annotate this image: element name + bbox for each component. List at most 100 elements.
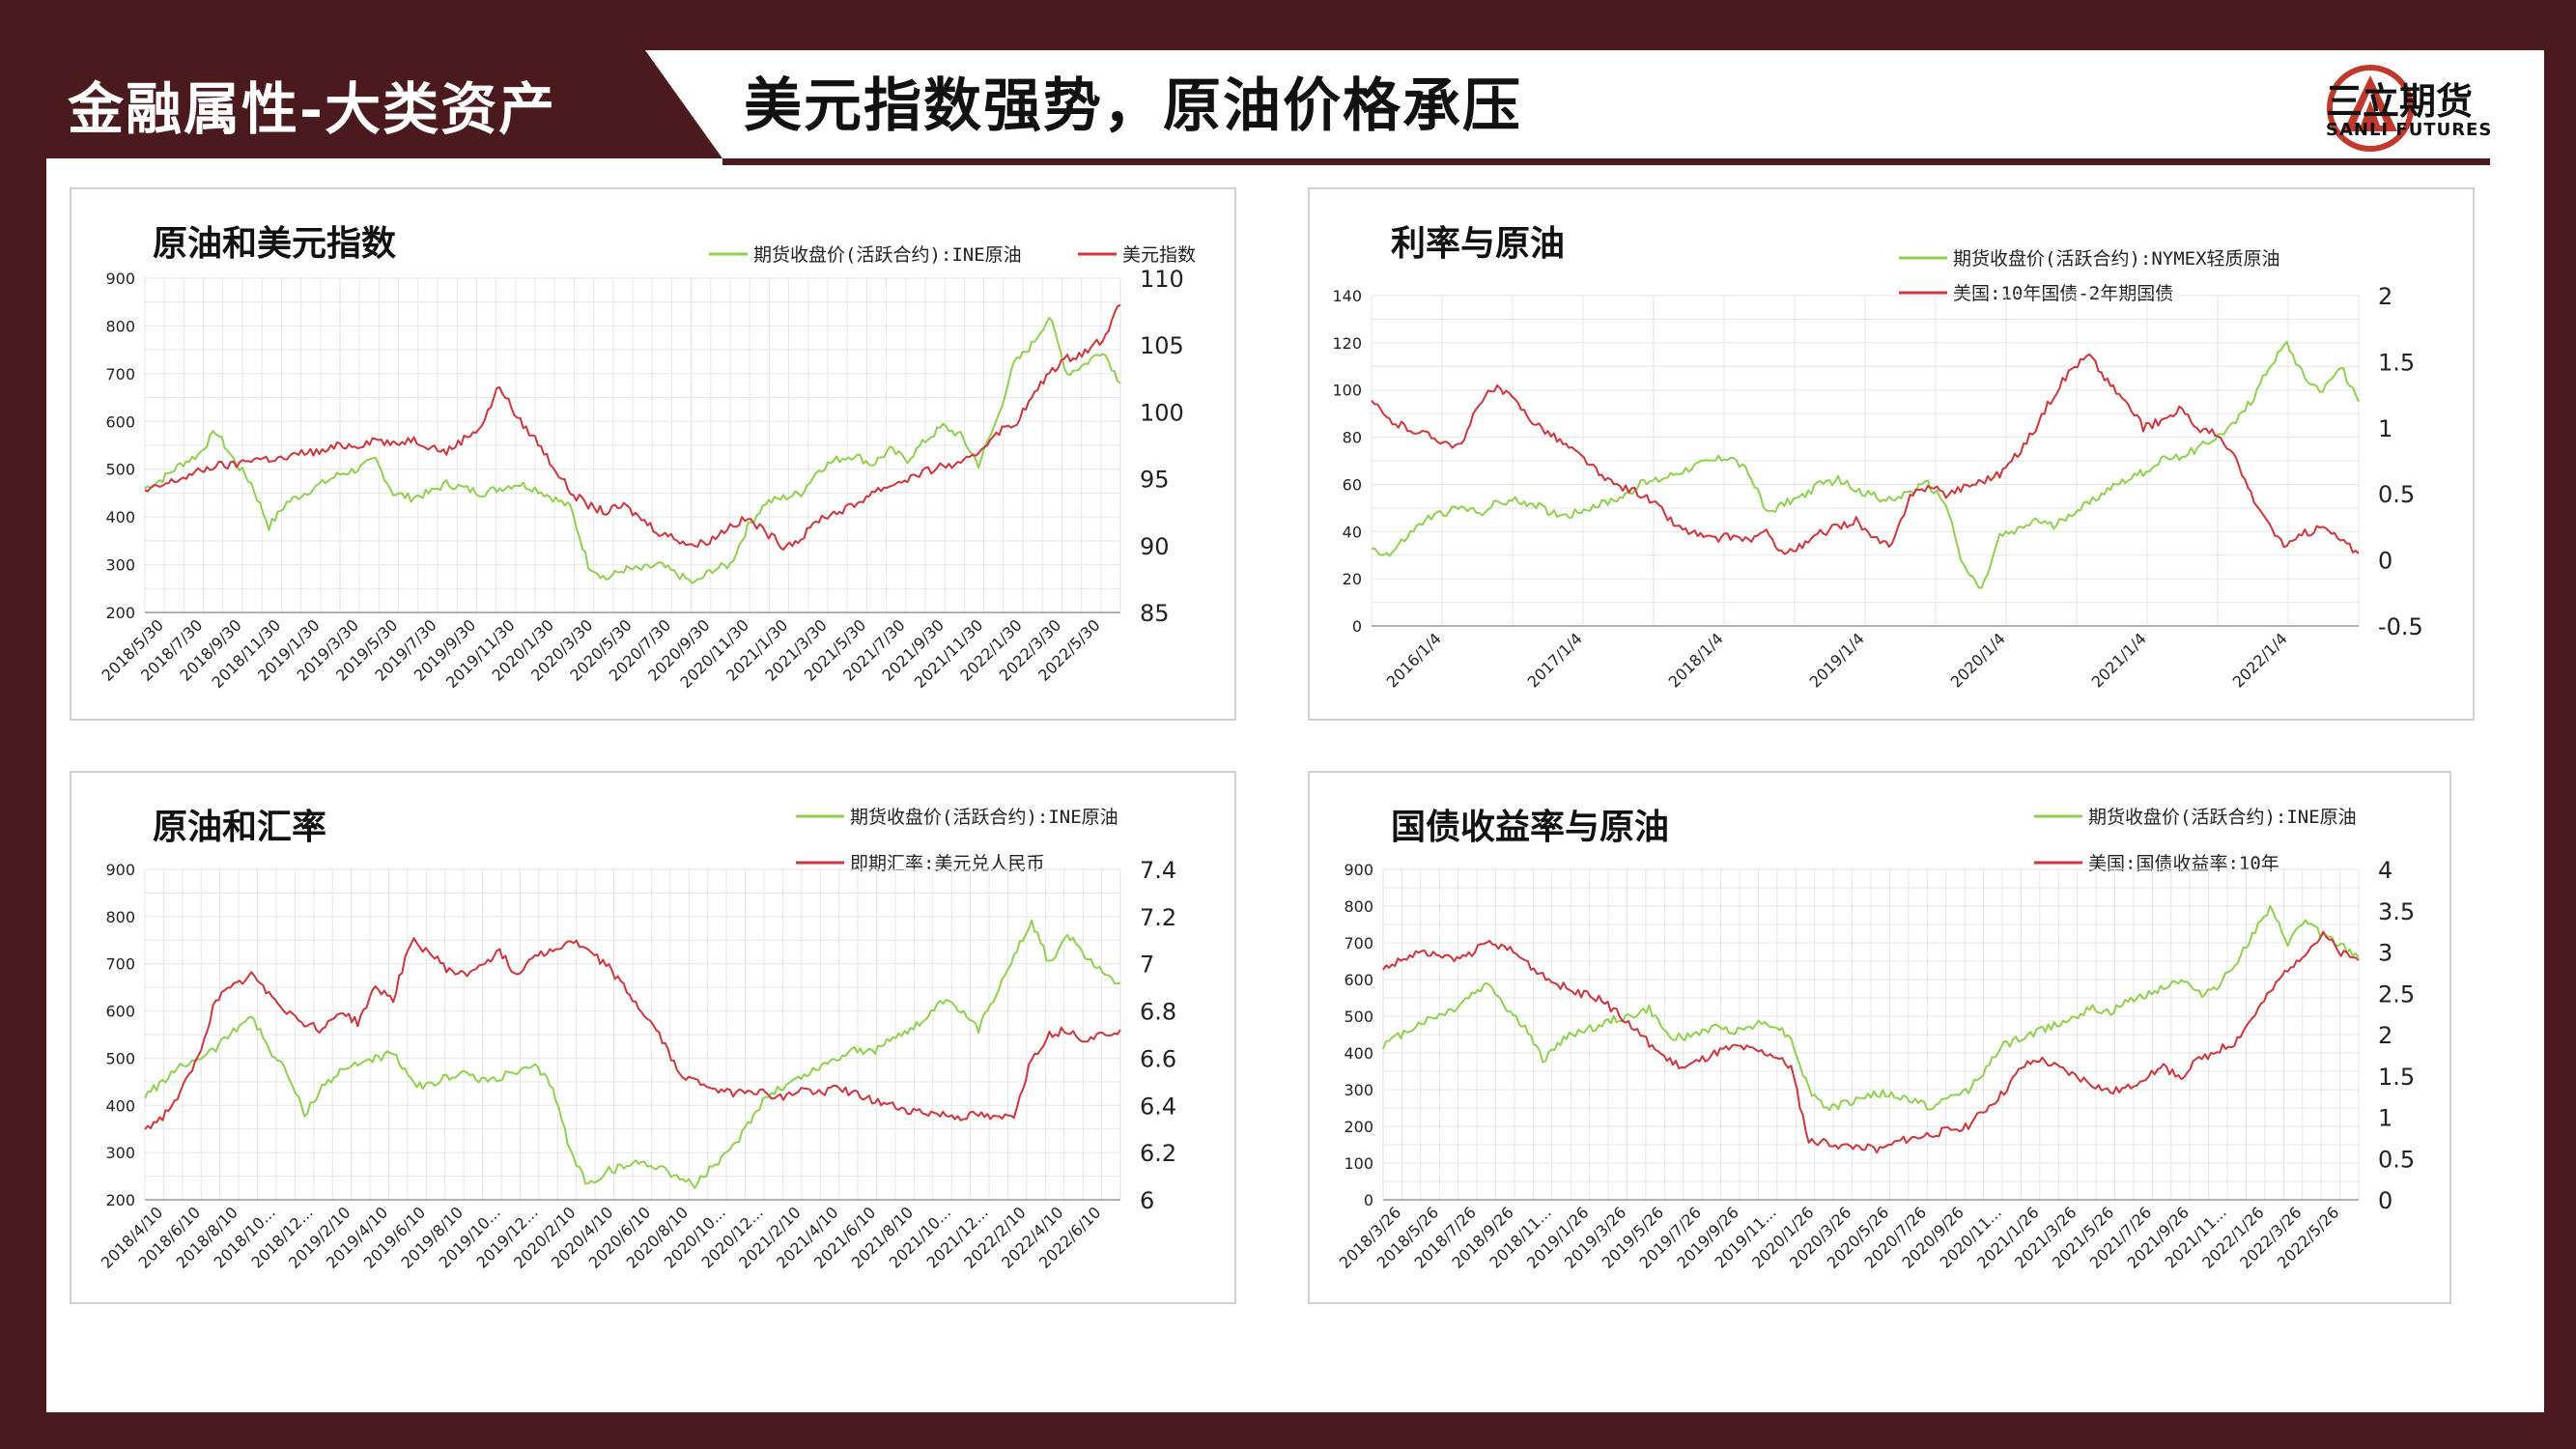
slide: 金融属性-大类资产 美元指数强势，原油价格承压 三立期货 SANLI FUTUR… [46, 50, 2544, 1412]
logo-text-cn: 三立期货 [2326, 80, 2474, 123]
y-right-tick-label: 85 [1140, 600, 1170, 627]
y-right-tick-label: 95 [1140, 467, 1170, 494]
y-left-tick-label: 700 [1344, 934, 1373, 952]
y-left-tick-label: 300 [1344, 1081, 1373, 1099]
y-right-tick-label: 100 [1140, 399, 1184, 426]
grid [1371, 295, 2360, 627]
series-line-red [144, 303, 1121, 551]
y-right-tick-label: 105 [1140, 332, 1184, 359]
y-left-tick-label: 80 [1343, 429, 1362, 447]
y-left-tick-label: 900 [1344, 861, 1373, 879]
y-left-tick-label: 100 [1344, 1154, 1373, 1173]
chart-oil-vs-dollar-index: 原油和美元指数 期货收盘价(活跃合约):INE原油 美元指数 200 300 400 500… [99, 223, 1196, 692]
y-right-tick-label: 3.5 [2378, 898, 2415, 925]
y-right-tick-label: 7.4 [1140, 857, 1176, 884]
y-left-tick-label: 60 [1343, 475, 1362, 494]
y-right-tick-label: 2.5 [2378, 980, 2415, 1008]
y-right-tick-label: 0 [2378, 1187, 2392, 1214]
x-tick-label: 2016/1/4 [1383, 629, 1445, 691]
chart-title: 原油和汇率 [153, 807, 326, 847]
y-right-tick-label: 2 [2378, 283, 2392, 310]
logo-text-en: SANLI FUTURES [2326, 120, 2493, 140]
y-left-tick-label: 500 [105, 1049, 135, 1067]
y-left-tick-label: 0 [1352, 617, 1362, 636]
y-left-tick-label: 200 [1344, 1118, 1373, 1136]
x-tick-label: 2017/1/4 [1524, 629, 1586, 691]
y-right-tick-label: 0 [2378, 548, 2392, 575]
y-left-tick-label: 40 [1343, 523, 1362, 541]
y-left-tick-label: 120 [1332, 334, 1362, 353]
legend: 期货收盘价(活跃合约):INE原油 美元指数 [709, 244, 1196, 266]
y-right-tick-label: 110 [1140, 266, 1184, 293]
page-title: 美元指数强势，原油价格承压 [744, 72, 1522, 140]
series-line-green [1371, 340, 2360, 589]
section-tag: 金融属性-大类资产 [46, 50, 722, 158]
header-divider [722, 158, 2490, 165]
series-line-green [1382, 904, 2360, 1112]
y-right-tick-label: 7 [1140, 952, 1154, 979]
series-line-red [144, 937, 1121, 1130]
y-left-tick-label: 300 [105, 1144, 135, 1162]
legend-item: 美国:10年国债-2年期国债 [1953, 283, 2173, 304]
y-right-tick-label: 3 [2378, 940, 2392, 967]
y-left-tick-label: 900 [105, 861, 135, 879]
x-tick-label: 2020/1/4 [1947, 629, 2009, 691]
y-left-tick-label: 600 [105, 1003, 135, 1021]
chart-title: 国债收益率与原油 [1391, 807, 1669, 847]
y-left-tick-label: 900 [105, 270, 135, 288]
series-line-red [1382, 930, 2360, 1154]
y-left-tick-label: 500 [105, 461, 135, 479]
y-right-tick-label: -0.5 [2378, 613, 2423, 640]
y-left-tick-label: 200 [105, 604, 135, 622]
chart-title: 原油和美元指数 [153, 223, 396, 264]
series-line-green [144, 316, 1121, 584]
y-left-tick-label: 200 [105, 1191, 135, 1209]
legend-item: 美国:国债收益率:10年 [2088, 853, 2279, 874]
chart-panel-3: 原油和汇率 期货收盘价(活跃合约):INE原油 即期汇率:美元兑人民币 200 300 4… [70, 771, 1236, 1304]
y-left-tick-label: 400 [105, 508, 135, 526]
chart-treasury-yield-vs-oil: 国债收益率与原油 期货收盘价(活跃合约):INE原油美国:国债收益率:10年010… [1336, 807, 2415, 1272]
legend-item: 美元指数 [1122, 244, 1196, 266]
legend-item: 期货收盘价(活跃合约):INE原油 [850, 807, 1118, 828]
y-left-tick-label: 500 [1344, 1008, 1373, 1026]
y-right-tick-label: 90 [1140, 533, 1170, 560]
x-tick-label: 2021/1/4 [2088, 629, 2150, 691]
y-right-tick-label: 4 [2378, 857, 2392, 884]
y-right-tick-label: 1 [2378, 415, 2392, 442]
legend-item: 即期汇率:美元兑人民币 [850, 853, 1044, 874]
y-left-tick-label: 400 [105, 1096, 135, 1115]
section-tag-label: 金融属性-大类资产 [68, 76, 557, 142]
y-right-tick-label: 7.2 [1140, 904, 1176, 931]
y-right-tick-label: 0.5 [2378, 481, 2415, 508]
y-right-tick-label: 6.2 [1140, 1140, 1176, 1167]
y-right-tick-label: 2 [2378, 1022, 2392, 1049]
y-right-tick-label: 6.4 [1140, 1093, 1176, 1120]
series-line-red [1371, 353, 2360, 555]
y-left-tick-label: 800 [105, 317, 135, 335]
y-right-tick-label: 0.5 [2378, 1146, 2415, 1173]
y-left-tick-label: 800 [105, 908, 135, 926]
y-left-tick-label: 600 [1344, 971, 1373, 989]
y-left-tick-label: 700 [105, 955, 135, 974]
y-right-tick-label: 1.5 [2378, 349, 2415, 376]
x-tick-label: 2019/1/4 [1806, 629, 1868, 691]
legend-item: 期货收盘价(活跃合约):INE原油 [2088, 807, 2357, 828]
chart-panel-1: 原油和美元指数 期货收盘价(活跃合约):INE原油 美元指数 200 300 400 500… [70, 187, 1236, 721]
y-left-tick-label: 400 [1344, 1044, 1373, 1063]
y-left-tick-label: 0 [1364, 1191, 1373, 1209]
y-right-tick-label: 6 [1140, 1187, 1154, 1214]
y-left-tick-label: 700 [105, 365, 135, 384]
y-right-tick-label: 6.8 [1140, 999, 1176, 1026]
y-right-tick-label: 1 [2378, 1105, 2392, 1132]
grid [144, 277, 1121, 613]
y-left-tick-label: 100 [1332, 382, 1362, 400]
y-left-tick-label: 20 [1343, 570, 1362, 588]
chart-rates-vs-oil: 利率与原油期货收盘价(活跃合约):NYMEX轻质原油美国:10年国债-2年期国债… [1332, 223, 2423, 692]
y-right-tick-label: 6.6 [1140, 1045, 1176, 1072]
chart-title: 利率与原油 [1391, 223, 1565, 264]
y-left-tick-label: 800 [1344, 897, 1373, 916]
